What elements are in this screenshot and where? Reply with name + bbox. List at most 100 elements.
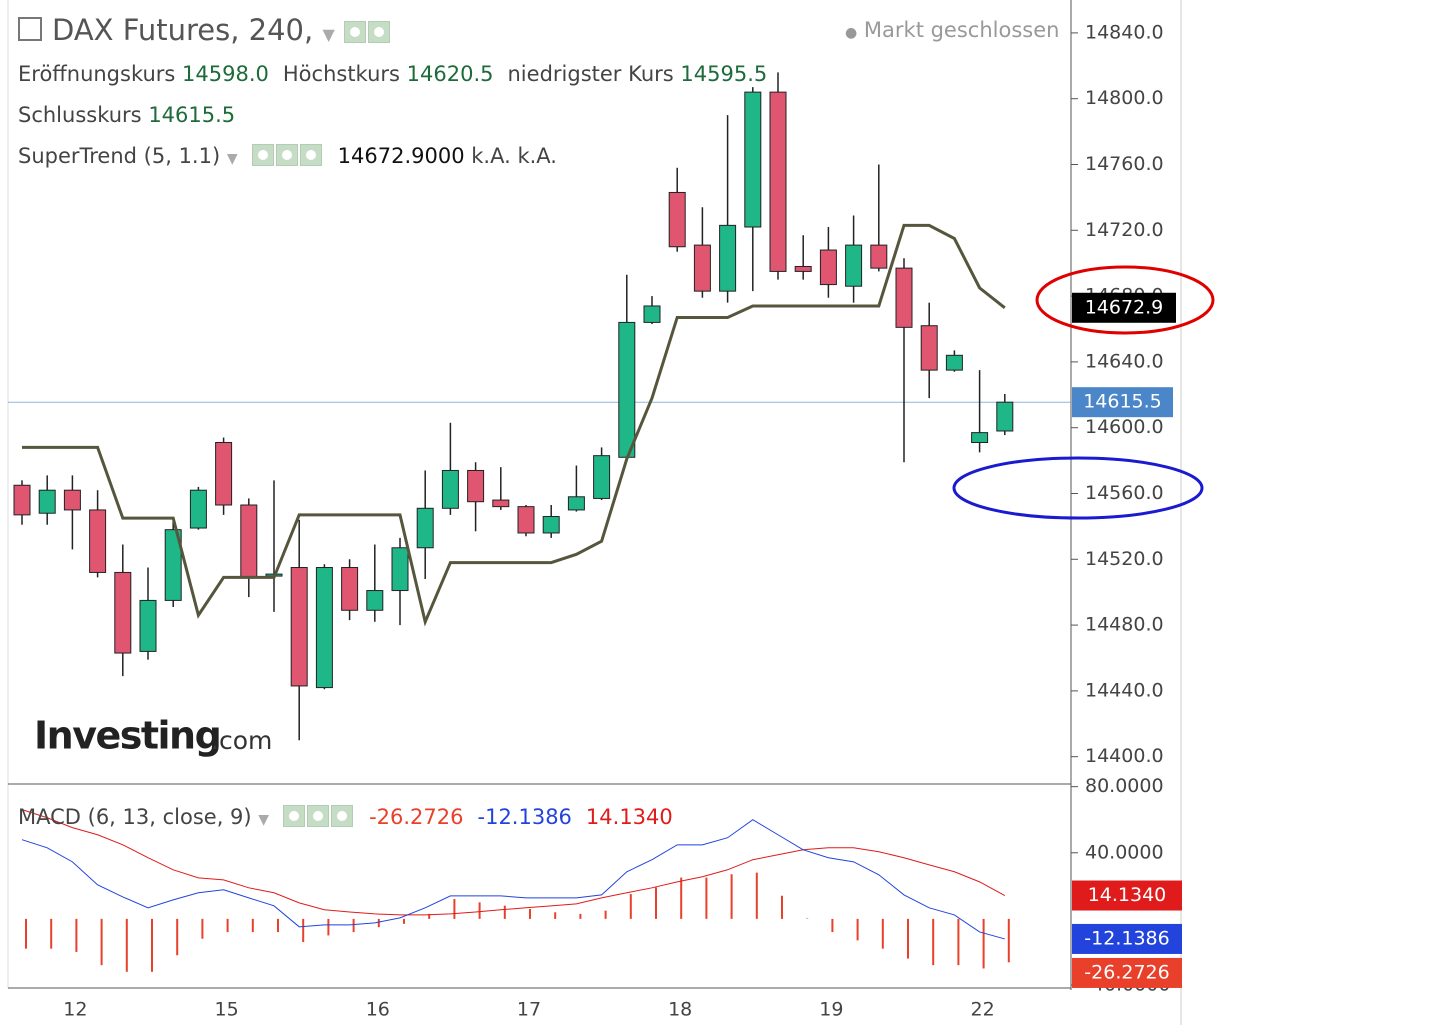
eye-icon[interactable] — [251, 144, 274, 166]
dropdown-arrow[interactable]: ▼ — [258, 812, 270, 828]
y-tick-label: 14560.0 — [1085, 482, 1164, 504]
candle-body — [114, 571, 132, 654]
candle-body — [845, 244, 863, 287]
candle-body — [819, 249, 837, 286]
candle-body — [870, 244, 888, 269]
indicator-name: SuperTrend (5, 1.1) — [18, 144, 221, 168]
close-icon[interactable] — [331, 805, 354, 827]
indicator-readout: k.A. — [517, 144, 557, 168]
line — [22, 223, 1006, 627]
y-tick-label: 14640.0 — [1085, 350, 1164, 372]
axis-label: 14672.9 — [1085, 296, 1164, 318]
y-tick-label: 40.0000 — [1085, 841, 1164, 863]
axis-label-box — [1072, 292, 1176, 323]
candle-body — [668, 191, 686, 248]
macd-readout: -26.2726 — [369, 805, 464, 829]
indicator-readout: k.A. — [471, 144, 511, 168]
candle-body — [189, 489, 207, 529]
x-tick-label: 18 — [668, 999, 692, 1021]
candle-body — [492, 499, 510, 508]
close-icon[interactable] — [299, 144, 322, 166]
ohlc-value: 14620.5 — [406, 62, 494, 86]
candle-body — [441, 469, 459, 509]
y-tick-label: 14800.0 — [1085, 87, 1164, 109]
eye-icon[interactable] — [283, 805, 306, 827]
y-tick-label: 80.0000 — [1085, 775, 1164, 797]
y-tick-label: 14600.0 — [1085, 416, 1164, 438]
chart-title: DAX Futures, 240, — [52, 13, 314, 47]
axis-label-box — [1072, 957, 1182, 988]
x-tick-label: 15 — [215, 999, 239, 1021]
candle-body — [89, 509, 107, 573]
axis-label: 14615.5 — [1083, 391, 1162, 413]
candle-body — [416, 507, 434, 549]
title-row: DAX Futures, 240, ▼ — [18, 13, 392, 47]
ohlc-value: 14598.0 — [182, 62, 269, 86]
ohlc-label: Eröffnungskurs — [18, 62, 176, 86]
ohlc-label: niedrigster Kurs — [507, 62, 674, 86]
ohlc-row: Eröffnungskurs 14598.0 Höchstkurs 14620.5… — [18, 62, 767, 86]
x-tick-label: 12 — [63, 999, 87, 1021]
candle-body — [996, 401, 1014, 432]
x-tick-label: 17 — [517, 999, 541, 1021]
y-tick-label: 14440.0 — [1085, 679, 1164, 701]
status: ● Markt geschlossen — [845, 18, 1060, 42]
candle-body — [719, 224, 737, 292]
dropdown-arrow[interactable]: ▼ — [322, 25, 335, 44]
candle-body — [391, 547, 409, 592]
ohlc-label: Schlusskurs — [18, 103, 142, 127]
candle-body — [13, 484, 31, 516]
axis-label: 14.1340 — [1088, 884, 1167, 906]
candle-body — [139, 599, 157, 652]
ohlc-value: 14595.5 — [680, 62, 768, 86]
candle-body — [920, 325, 938, 371]
candle-body — [945, 354, 963, 371]
settings-icon[interactable] — [367, 21, 390, 43]
macd-row: MACD (6, 13, close, 9) ▼ -26.2726 -12.1386… — [18, 805, 673, 829]
candle-body — [366, 590, 384, 611]
highlight-ellipse — [952, 456, 1204, 520]
indicator-row: SuperTrend (5, 1.1) ▼ 14672.9000 k.A. k.A… — [18, 144, 557, 168]
line — [21, 809, 1006, 916]
ohlc-value: 14615.5 — [148, 103, 236, 127]
candle-body — [643, 305, 661, 323]
candle-body — [895, 267, 913, 328]
candle-body — [769, 91, 787, 272]
candle-body — [971, 432, 989, 443]
candle-body — [618, 321, 636, 458]
y-tick-label: 14400.0 — [1085, 745, 1164, 767]
axis-label: -26.2726 — [1084, 961, 1169, 983]
candle-body — [467, 469, 485, 503]
candle-body — [744, 91, 762, 228]
ohlc-label: Höchstkurs — [282, 62, 400, 86]
settings-icon[interactable] — [275, 144, 298, 166]
candle-body — [290, 567, 308, 687]
macd-readout: 14.1340 — [585, 805, 673, 829]
y-tick-label: 14520.0 — [1085, 548, 1164, 570]
watermark-brand: Investing — [34, 714, 220, 758]
candle-body — [215, 441, 233, 506]
line — [21, 819, 1005, 940]
candle-body — [517, 506, 535, 534]
candle-body — [593, 455, 611, 499]
dropdown-arrow[interactable]: ▼ — [226, 151, 238, 167]
axis-label-box — [1072, 387, 1173, 418]
ohlc-row: Schlusskurs 14615.5 — [18, 103, 235, 127]
candle-body — [693, 244, 711, 292]
candle-body — [794, 265, 812, 272]
settings-icon[interactable] — [307, 805, 330, 827]
candle-body — [164, 529, 182, 601]
candle-body — [63, 489, 81, 511]
highlight-ellipse — [1035, 265, 1215, 335]
x-tick-label: 19 — [819, 999, 843, 1021]
eye-icon[interactable] — [343, 21, 366, 43]
indicator-readout: 14672.9000 — [337, 144, 465, 168]
x-tick-label: 16 — [366, 999, 390, 1021]
y-tick-label: 14760.0 — [1085, 153, 1164, 175]
collapse-icon[interactable] — [18, 17, 42, 41]
plot-area: 14840.014800.014760.014720.014680.014640… — [8, 21, 1182, 1021]
candle-body — [341, 567, 359, 611]
axis-label-box — [1072, 880, 1182, 911]
